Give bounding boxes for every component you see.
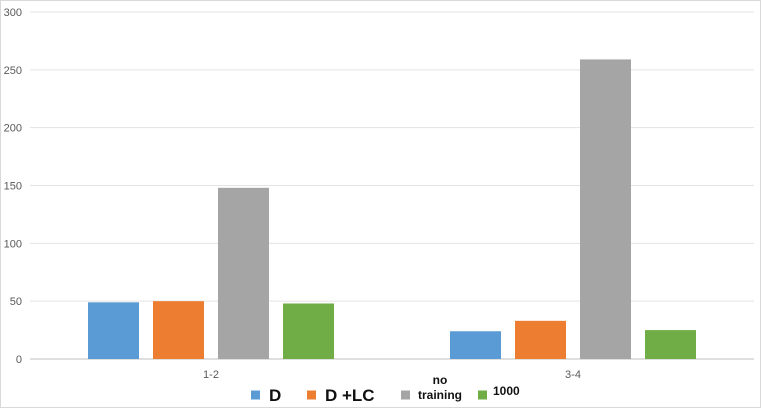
y-tick-label: 150 [4, 181, 22, 193]
y-axis-ticks: 0 50 100 150 200 250 300 [4, 7, 22, 366]
bar-no-training-3-4 [580, 59, 631, 359]
y-tick-label: 250 [4, 65, 22, 77]
y-tick-label: 0 [16, 354, 22, 366]
gridlines [30, 11, 754, 360]
legend: D D +LC no training 1000 [251, 373, 520, 405]
legend-swatch [307, 390, 316, 400]
y-tick-label: 100 [4, 238, 22, 250]
category-labels: 1-2 3-4 [203, 369, 581, 381]
legend-swatch [401, 390, 410, 400]
legend-swatch [251, 390, 260, 400]
bar-1000-1-2 [283, 303, 334, 359]
bar-d-lc-1-2 [153, 301, 204, 359]
legend-swatch [478, 390, 487, 400]
legend-label: D [269, 386, 281, 405]
category-label: 3-4 [565, 369, 581, 381]
y-tick-label: 200 [4, 123, 22, 135]
legend-label: D +LC [325, 386, 375, 405]
legend-label: no training [418, 373, 462, 402]
y-tick-label: 300 [4, 7, 22, 19]
legend-label: 1000 [493, 384, 520, 398]
y-tick-label: 50 [10, 296, 22, 308]
bars [88, 59, 696, 359]
category-label: 1-2 [203, 369, 219, 381]
bar-d-1-2 [88, 302, 139, 359]
bar-no-training-1-2 [218, 187, 269, 359]
bar-d-lc-3-4 [515, 320, 566, 359]
bar-1000-3-4 [645, 330, 696, 359]
bar-d-3-4 [450, 331, 501, 359]
